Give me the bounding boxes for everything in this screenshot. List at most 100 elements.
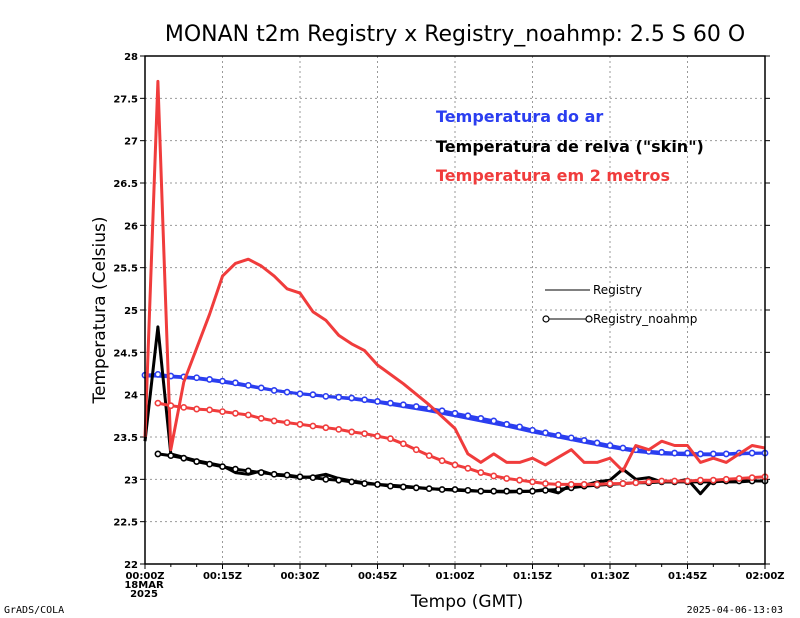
data-point: [399, 483, 407, 491]
data-point: [348, 478, 356, 486]
data-point: [322, 424, 330, 432]
legend-style-marker: [542, 315, 550, 323]
data-point: [425, 485, 433, 493]
data-point: [748, 474, 756, 482]
data-point: [671, 477, 678, 485]
data-point: [399, 401, 407, 409]
data-point: [516, 487, 523, 495]
x-tick-label: 00:15Z: [203, 571, 242, 582]
data-point: [232, 465, 239, 473]
y-tick-label: 26: [124, 221, 138, 232]
series-line: [143, 79, 766, 473]
data-point: [697, 450, 704, 458]
data-point: [477, 469, 485, 476]
legend-style: Registry Registry_noahmp: [542, 283, 697, 326]
axis-ticks: 22 22.5 23 23.5 24 24.5 25 25.5 26 26.5 27 27.5 28 00…: [113, 52, 784, 600]
data-point: [567, 481, 575, 488]
data-point: [335, 476, 343, 484]
y-tick-label: 24.5: [113, 348, 138, 359]
data-point: [335, 393, 343, 401]
data-point: [270, 387, 278, 394]
data-point: [516, 423, 523, 431]
data-point: [154, 450, 162, 458]
x-tick-label: 01:30Z: [590, 571, 629, 582]
data-point: [412, 403, 420, 410]
data-point: [464, 412, 472, 420]
data-point: [296, 473, 304, 481]
footer-left: GrADS/COLA: [4, 605, 64, 616]
x-tick-sublabel: 18MAR: [124, 580, 164, 591]
data-point: [451, 461, 459, 469]
data-point: [748, 449, 756, 457]
data-point: [270, 417, 278, 425]
x-tick-label: 01:00Z: [435, 571, 474, 582]
x-tick-label: 01:15Z: [513, 571, 552, 582]
x-tick-sublabel: 2025: [130, 589, 158, 600]
data-point: [374, 398, 381, 405]
data-point: [219, 408, 226, 415]
data-point: [697, 476, 704, 484]
data-point: [154, 399, 162, 407]
data-point: [735, 475, 743, 482]
data-point: [167, 402, 175, 410]
y-tick-label: 22.5: [113, 518, 138, 529]
legend-variable-entry: Temperatura de relva ("skin"): [436, 137, 704, 156]
data-point: [684, 449, 691, 457]
data-point: [425, 452, 433, 460]
data-point: [412, 484, 420, 492]
data-point: [219, 377, 226, 385]
data-point: [438, 407, 446, 415]
data-point: [554, 431, 562, 439]
legend-variables: Temperatura do ar Temperatura de relva ("…: [436, 107, 704, 185]
y-tick-label: 26.5: [113, 179, 138, 190]
data-point: [361, 430, 368, 438]
data-point: [645, 478, 653, 486]
data-point: [180, 454, 188, 462]
x-tick-label: 02:00Z: [745, 571, 784, 582]
data-point: [542, 480, 549, 487]
data-point: [399, 440, 407, 448]
data-point: [296, 390, 304, 398]
y-tick-label: 23.5: [113, 433, 138, 444]
data-point: [671, 449, 678, 457]
data-point: [322, 475, 330, 483]
data-point: [619, 444, 627, 452]
data-point: [348, 428, 356, 436]
data-point: [283, 471, 291, 479]
x-axis-label: Tempo (GMT): [410, 592, 524, 612]
data-point: [193, 458, 201, 465]
x-tick-label: 00:30Z: [280, 571, 319, 582]
y-axis-label: Temperatura (Celsius): [90, 217, 110, 405]
data-point: [257, 414, 265, 422]
data-point: [503, 487, 511, 495]
data-point: [722, 450, 730, 458]
footer-right: 2025-04-06-13:03: [687, 605, 783, 616]
data-point: [593, 481, 601, 488]
legend-style-marker: [585, 315, 593, 323]
data-point: [709, 450, 717, 458]
data-point: [270, 470, 278, 478]
data-point: [322, 392, 330, 400]
data-point: [529, 478, 536, 486]
data-point: [361, 480, 368, 487]
data-point: [632, 479, 640, 487]
data-point: [606, 480, 614, 487]
series-4: [154, 450, 769, 495]
data-point: [244, 411, 252, 419]
data-point: [580, 481, 588, 488]
data-point: [658, 477, 666, 485]
data-point: [580, 436, 588, 444]
y-tick-label: 24: [124, 391, 138, 402]
data-point: [606, 442, 614, 449]
x-tick-label: 01:45Z: [668, 571, 707, 582]
y-tick-label: 23: [124, 475, 138, 486]
data-point: [438, 457, 446, 465]
chart-title: MONAN t2m Registry x Registry_noahmp: 2.…: [165, 22, 745, 47]
y-tick-label: 27.5: [113, 94, 138, 105]
data-point: [244, 467, 252, 475]
data-point: [206, 460, 213, 468]
data-point: [593, 439, 601, 447]
data-point: [219, 463, 226, 471]
legend-style-label: Registry: [593, 283, 642, 297]
data-point: [387, 435, 394, 443]
